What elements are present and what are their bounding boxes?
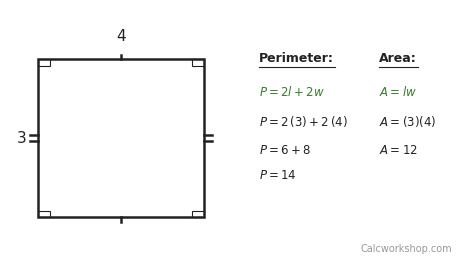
Bar [192, 59, 204, 66]
Text: $A=(3)(4)$: $A=(3)(4)$ [379, 114, 437, 129]
Text: $P=14$: $P=14$ [259, 169, 297, 182]
Text: $P=6+8$: $P=6+8$ [259, 144, 311, 157]
Text: Area:: Area: [379, 52, 417, 65]
Text: $A=lw$: $A=lw$ [379, 85, 417, 99]
Bar [192, 211, 204, 217]
Text: Perimeter:: Perimeter: [259, 52, 334, 65]
Text: 3: 3 [17, 131, 26, 146]
Bar [38, 59, 50, 66]
Bar [38, 59, 204, 217]
Text: $A=12$: $A=12$ [379, 144, 418, 157]
Text: $P=2\,(3)+2\,(4)$: $P=2\,(3)+2\,(4)$ [259, 114, 348, 129]
Bar [38, 211, 50, 217]
Text: $P=2l+2w$: $P=2l+2w$ [259, 85, 325, 99]
Text: 4: 4 [116, 28, 126, 44]
Text: Calcworkshop.com: Calcworkshop.com [361, 244, 452, 254]
